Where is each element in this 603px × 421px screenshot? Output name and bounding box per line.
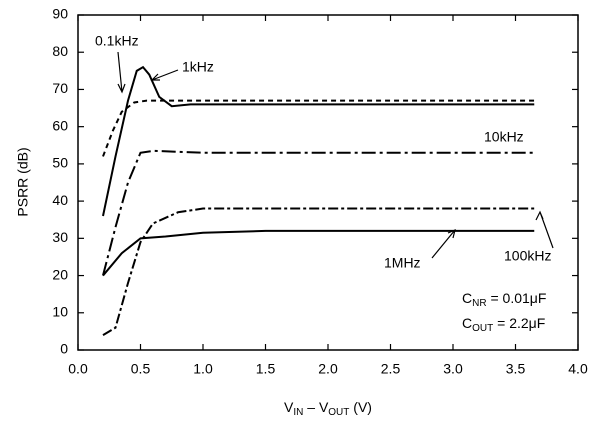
arrow bbox=[535, 210, 554, 249]
x-tick-label: 0.5 bbox=[131, 361, 151, 377]
x-label-sub: OUT bbox=[328, 407, 349, 418]
y-tick-label: 0 bbox=[60, 341, 68, 357]
x-tick-label: 3.0 bbox=[443, 361, 463, 377]
arrow bbox=[150, 69, 179, 81]
series-label: 1kHz bbox=[182, 59, 214, 75]
x-tick-label: 2.5 bbox=[381, 361, 401, 377]
y-tick-label: 70 bbox=[52, 80, 68, 96]
series-label: 100kHz bbox=[504, 248, 551, 264]
x-axis-label: VIN – VOUT (V) bbox=[284, 399, 372, 418]
series-label: 10kHz bbox=[484, 129, 524, 145]
x-tick-label: 4.0 bbox=[568, 361, 588, 377]
x-tick-label: 2.0 bbox=[318, 361, 338, 377]
annotation-part: C bbox=[462, 315, 472, 331]
annotation-part: = 2.2μF bbox=[493, 315, 545, 331]
x-tick-label: 3.5 bbox=[506, 361, 526, 377]
y-tick-label: 90 bbox=[52, 6, 68, 22]
x-label-part: (V) bbox=[349, 399, 372, 415]
x-label-part: V bbox=[284, 399, 294, 415]
x-label-sub: IN bbox=[293, 407, 303, 418]
x-tick-label: 1.0 bbox=[193, 361, 213, 377]
x-tick-label: 0.0 bbox=[68, 361, 88, 377]
annotation-part: = 0.01μF bbox=[487, 290, 547, 306]
series-line bbox=[102, 65, 535, 217]
y-tick-label: 60 bbox=[52, 117, 68, 133]
annotation-sub: NR bbox=[472, 298, 486, 309]
note-box bbox=[458, 288, 570, 340]
arrow bbox=[431, 228, 456, 259]
annotation-sub: OUT bbox=[472, 323, 493, 334]
annotation: COUT = 2.2μF bbox=[462, 315, 545, 334]
annotation: CNR = 0.01μF bbox=[462, 290, 546, 309]
series-label: 0.1kHz bbox=[95, 33, 139, 49]
y-tick-label: 20 bbox=[52, 266, 68, 282]
y-tick-label: 80 bbox=[52, 43, 68, 59]
y-tick-label: 50 bbox=[52, 155, 68, 171]
series-line bbox=[102, 229, 535, 277]
arrow bbox=[117, 51, 126, 94]
annotation-part: C bbox=[462, 290, 472, 306]
y-tick-label: 40 bbox=[52, 192, 68, 208]
series-line bbox=[102, 99, 535, 157]
y-tick-label: 30 bbox=[52, 229, 68, 245]
x-tick-label: 1.5 bbox=[256, 361, 276, 377]
x-label-part: – V bbox=[303, 399, 329, 415]
series-line bbox=[102, 149, 535, 276]
y-tick-label: 10 bbox=[52, 303, 68, 319]
y-axis-label: PSRR (dB) bbox=[15, 147, 31, 216]
series-label: 1MHz bbox=[384, 255, 421, 271]
